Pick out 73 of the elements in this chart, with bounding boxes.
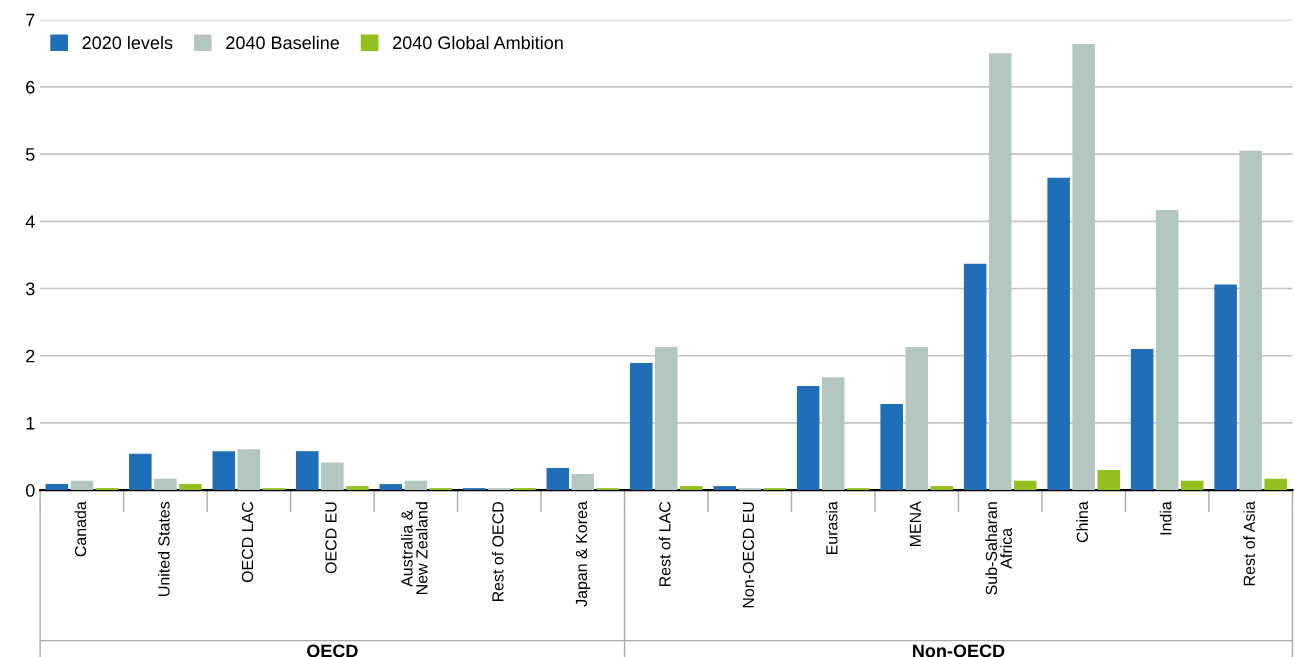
bar xyxy=(129,453,152,491)
legend-label: 2020 levels xyxy=(82,35,173,50)
bar xyxy=(988,53,1012,491)
bar xyxy=(488,488,511,491)
bar xyxy=(462,488,486,491)
x-tick-label: Non-OECD EU xyxy=(742,502,755,608)
x-tick-label: Rest of OECD xyxy=(491,501,504,602)
bar xyxy=(379,484,403,491)
bar xyxy=(45,484,69,491)
bar xyxy=(847,488,870,491)
bar xyxy=(1097,469,1121,491)
bar xyxy=(596,488,620,491)
bar xyxy=(1264,478,1287,491)
x-tick-label: OECD LAC xyxy=(241,501,254,583)
bar xyxy=(70,480,94,491)
x-tick-label: Rest of LAC xyxy=(658,501,671,587)
y-tick-label: 1 xyxy=(26,417,35,430)
bar xyxy=(1130,349,1154,491)
x-tick-label: Canada xyxy=(74,501,87,557)
bar xyxy=(346,486,369,491)
bar xyxy=(404,480,428,491)
bar xyxy=(1214,284,1237,491)
bar xyxy=(95,488,119,491)
bar xyxy=(905,346,928,491)
bar xyxy=(880,404,903,491)
y-tick-label: 3 xyxy=(25,282,35,296)
text: OECD xyxy=(307,644,358,657)
bar xyxy=(796,385,820,491)
bar xyxy=(571,473,595,491)
bar xyxy=(821,377,845,491)
y-tick-label: 5 xyxy=(25,148,35,161)
bar xyxy=(738,488,762,491)
y-tick-label: 2 xyxy=(26,349,35,363)
x-tick-label: Sub-Saharan Africa xyxy=(985,502,1012,595)
legend-label: 2040 Baseline xyxy=(226,35,340,50)
bar xyxy=(1239,150,1262,491)
bar xyxy=(212,451,236,491)
bar xyxy=(237,449,261,491)
bar xyxy=(763,488,787,491)
bar xyxy=(262,488,286,491)
x-tick-label: Australia & New Zealand xyxy=(400,502,428,595)
x-tick-label: MENA xyxy=(909,501,921,547)
bar xyxy=(1047,177,1070,491)
x-tick-label: Rest of Asia xyxy=(1243,501,1255,586)
x-tick-label: China xyxy=(1076,501,1088,543)
x-tick-label: Japan & Korea xyxy=(575,501,591,607)
bar xyxy=(713,486,736,491)
bar xyxy=(154,478,177,491)
bar xyxy=(680,486,703,491)
bar xyxy=(296,451,319,491)
x-tick-label: OECD EU xyxy=(325,502,337,574)
bar xyxy=(546,467,570,491)
bar xyxy=(513,488,536,491)
bar xyxy=(179,484,202,491)
legend-label: 2040 Global Ambition xyxy=(393,35,563,50)
y-tick-label: 0 xyxy=(25,484,35,497)
bar xyxy=(963,263,987,491)
bar xyxy=(1180,480,1204,491)
text: Non-OECD xyxy=(913,644,1005,657)
x-tick-label: United States xyxy=(157,501,170,596)
bar xyxy=(1072,43,1095,491)
bar xyxy=(1155,209,1179,491)
bar xyxy=(655,346,678,491)
y-tick-label: 6 xyxy=(26,80,35,94)
bar xyxy=(321,462,344,491)
x-tick-label: India xyxy=(1159,501,1172,535)
bar xyxy=(629,363,653,491)
bar xyxy=(1013,480,1037,491)
bar xyxy=(930,486,954,491)
x-tick-label: Eurasia xyxy=(825,501,838,555)
y-tick-label: 7 xyxy=(26,13,35,27)
bar xyxy=(429,488,453,491)
y-tick-label: 4 xyxy=(25,215,35,228)
